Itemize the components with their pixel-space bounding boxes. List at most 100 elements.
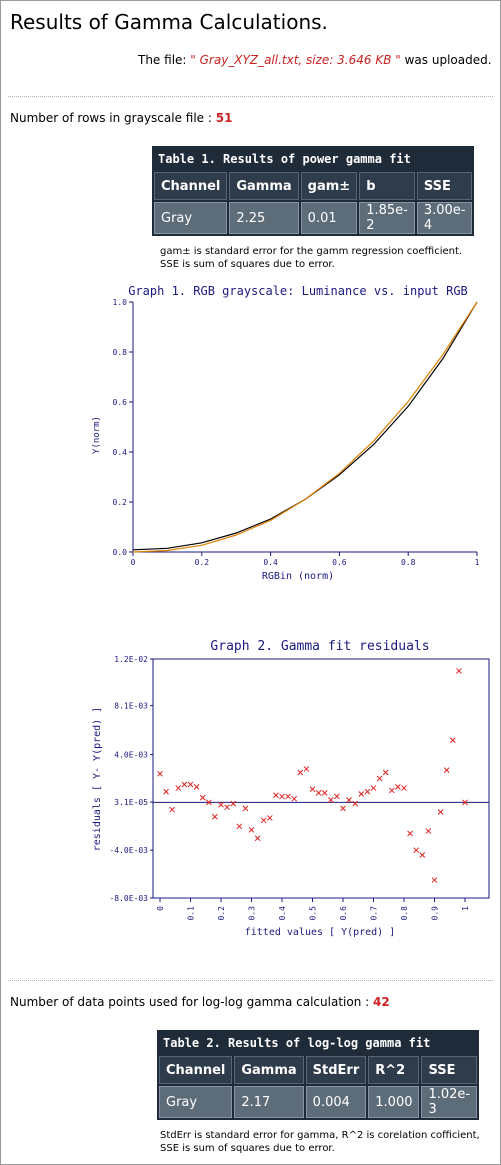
x-axis-label: RGBin (norm) (262, 571, 334, 582)
column-header: StdErr (305, 1056, 367, 1084)
residual-point (364, 788, 371, 795)
x-tick-label: 0.9 (431, 906, 440, 921)
residual-point (321, 789, 328, 796)
x-tick-label: 0.4 (263, 558, 278, 567)
residual-point (431, 877, 438, 883)
residual-point (181, 781, 188, 788)
divider (8, 96, 493, 97)
graph-1: Graph 1. RGB grayscale: Luminance vs. in… (92, 284, 480, 582)
residual-point (199, 794, 206, 801)
residual-point (388, 787, 395, 794)
residual-point (236, 823, 243, 830)
table-cell: Gray (154, 202, 228, 234)
residual-point (327, 797, 334, 803)
y-tick-label: -4.0E-03 (109, 846, 148, 855)
residual-point (395, 784, 401, 790)
y-tick-label: 8.1E-03 (114, 702, 148, 711)
residual-point (419, 852, 426, 858)
residual-point (376, 775, 383, 782)
y-tick-label: 0.4 (113, 448, 128, 457)
residual-point (407, 830, 413, 837)
uploaded-filename: " Gray_XYZ_all.txt, size: 3.646 KB " (190, 53, 401, 67)
loglog-count-label: Number of data points used for log-log g… (10, 995, 370, 1009)
residual-point (279, 793, 285, 800)
y-tick-label: 1.2E-02 (114, 655, 148, 664)
y-tick-label: 3.1E-05 (114, 798, 148, 807)
column-header: SSE (421, 1056, 478, 1084)
residual-point (212, 813, 218, 820)
y-tick-label: -8.0E-03 (109, 894, 148, 903)
y-tick-label: 1.0 (113, 298, 128, 307)
residual-point (169, 806, 176, 813)
table-2-caption: Table 2. Results of log-log gamma fit (157, 1030, 480, 1054)
upload-status: The file: " Gray_XYZ_all.txt, size: 3.64… (138, 53, 492, 67)
table-cell: 0.004 (305, 1086, 367, 1118)
residual-point (248, 827, 255, 833)
rows-count-line: Number of rows in grayscale file : 51 (10, 111, 232, 125)
x-axis-label: fitted values [ Y(pred) ] (245, 927, 396, 938)
series-line-1 (132, 301, 478, 551)
residual-point (205, 799, 212, 806)
residual-point (224, 804, 230, 811)
table-cell: 1.000 (368, 1086, 420, 1118)
x-tick-label: 0.1 (187, 906, 196, 921)
y-tick-label: 0.8 (113, 348, 128, 357)
x-tick-label: 0.6 (339, 906, 348, 921)
graph-2: Graph 2. Gamma fit residuals 0 0.1 0.2 0.3 0… (92, 639, 490, 938)
divider (8, 980, 493, 981)
table-1-note-line: gam± is standard error for the gamm regr… (160, 246, 463, 257)
column-header: Channel (154, 172, 228, 200)
residual-point (352, 800, 359, 807)
y-tick-label: 0.6 (113, 398, 128, 407)
column-header: Gamma (234, 1056, 304, 1084)
residual-point (309, 786, 316, 793)
residual-point (187, 781, 194, 788)
y-tick-label: 4.0E-03 (114, 751, 148, 760)
table-cell: 1.85e-2 (359, 202, 415, 234)
column-header: Gamma (229, 172, 299, 200)
rows-count-label: Number of rows in grayscale file : (10, 111, 212, 125)
x-tick-label: 0.3 (248, 906, 257, 921)
x-tick-label: 1 (461, 906, 470, 911)
residual-point (437, 809, 444, 815)
upload-suffix: was uploaded. (404, 53, 492, 67)
residual-point (193, 784, 200, 790)
x-tick-label: 0.4 (278, 906, 287, 921)
y-axis-label: residuals [ Y- Y(pred) ] (92, 707, 103, 852)
loglog-gamma-table: Table 2. Results of log-log gamma fit Ch… (157, 1030, 480, 1120)
x-tick-label: 0.8 (401, 558, 416, 567)
x-tick-label: 0.7 (370, 906, 379, 921)
residual-point (340, 805, 346, 812)
residual-point (175, 785, 182, 791)
residual-point (370, 785, 377, 791)
residual-point (297, 769, 304, 776)
residual-point (285, 793, 291, 800)
table-row: Gray 2.25 0.01 1.85e-2 3.00e-4 (154, 202, 473, 234)
residual-point (266, 815, 273, 821)
residual-point (346, 797, 352, 803)
y-tick-label: 0.0 (113, 548, 128, 557)
table-header-row: Channel Gamma gam± b SSE (154, 172, 473, 200)
series-line-2 (132, 301, 478, 553)
table-2-note-line: StdErr is standard error for gamma, R^2 … (160, 1130, 480, 1141)
residual-point (358, 791, 365, 797)
residual-point (163, 788, 169, 795)
residual-point (425, 828, 432, 834)
table-1-note-line: SSE is sum of squares due to error. (160, 259, 335, 270)
plot-frame (152, 658, 490, 899)
x-tick-label: 0 (131, 558, 136, 567)
graph-1-title: Graph 1. RGB grayscale: Luminance vs. in… (128, 284, 468, 298)
x-tick-label: 0 (156, 906, 165, 911)
residual-point (449, 737, 456, 744)
table-cell: 0.01 (300, 202, 358, 234)
upload-prefix: The file: (138, 53, 187, 67)
graph-2-title: Graph 2. Gamma fit residuals (210, 639, 429, 654)
loglog-count-value: 42 (373, 995, 390, 1009)
column-header: Channel (159, 1056, 233, 1084)
residual-point (254, 835, 261, 842)
column-header: b (359, 172, 415, 200)
x-tick-label: 0.8 (400, 906, 409, 921)
column-header: R^2 (368, 1056, 420, 1084)
residual-point (260, 817, 267, 824)
power-gamma-table: Table 1. Results of power gamma fit Chan… (152, 146, 475, 236)
